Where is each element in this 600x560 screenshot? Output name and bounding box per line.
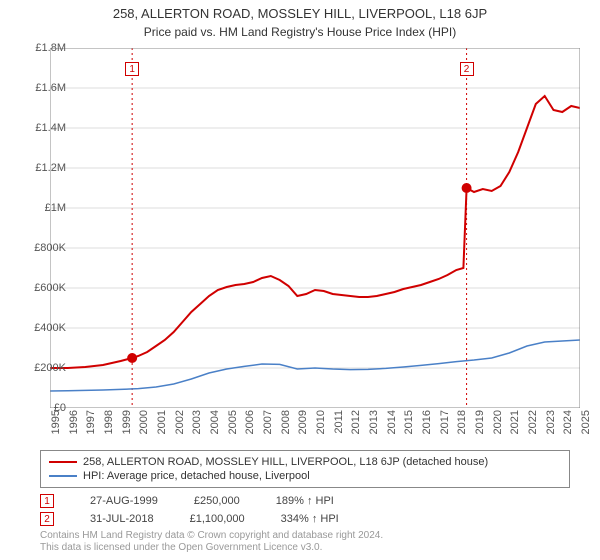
- sale-marker-box: 2: [460, 62, 474, 76]
- y-tick-label: £800K: [34, 242, 66, 254]
- footer-text: Contains HM Land Registry data © Crown c…: [40, 530, 383, 554]
- x-tick-label: 2015: [403, 410, 415, 434]
- x-tick-label: 2009: [297, 410, 309, 434]
- x-tick-label: 2017: [439, 410, 451, 434]
- sale-marker-box: 1: [125, 62, 139, 76]
- chart-svg: [50, 48, 580, 408]
- x-tick-label: 1998: [103, 410, 115, 434]
- y-tick-label: £1.8M: [35, 42, 66, 54]
- sale-row: 2 31-JUL-2018 £1,100,000 334% ↑ HPI: [40, 510, 339, 528]
- chart-title: 258, ALLERTON ROAD, MOSSLEY HILL, LIVERP…: [0, 6, 600, 21]
- x-tick-label: 2003: [191, 410, 203, 434]
- x-tick-label: 2019: [474, 410, 486, 434]
- x-tick-label: 2014: [386, 410, 398, 434]
- x-tick-label: 2022: [527, 410, 539, 434]
- legend-item: HPI: Average price, detached house, Live…: [49, 469, 561, 483]
- x-tick-label: 2012: [350, 410, 362, 434]
- x-tick-label: 2021: [509, 410, 521, 434]
- y-tick-label: £1.6M: [35, 82, 66, 94]
- x-tick-label: 2004: [209, 410, 221, 434]
- x-tick-label: 2006: [244, 410, 256, 434]
- chart-container: 258, ALLERTON ROAD, MOSSLEY HILL, LIVERP…: [0, 0, 600, 560]
- legend-box: 258, ALLERTON ROAD, MOSSLEY HILL, LIVERP…: [40, 450, 570, 488]
- x-tick-label: 2024: [562, 410, 574, 434]
- title-block: 258, ALLERTON ROAD, MOSSLEY HILL, LIVERP…: [0, 0, 600, 39]
- sale-price: £250,000: [194, 495, 240, 507]
- y-tick-label: £1.2M: [35, 162, 66, 174]
- x-tick-label: 1996: [68, 410, 80, 434]
- x-tick-label: 2018: [456, 410, 468, 434]
- legend-label: HPI: Average price, detached house, Live…: [83, 470, 310, 482]
- x-tick-label: 1997: [85, 410, 97, 434]
- sale-delta: 334% ↑ HPI: [281, 513, 339, 525]
- sale-marker-icon: 2: [40, 512, 54, 526]
- legend-swatch: [49, 475, 77, 477]
- sale-row: 1 27-AUG-1999 £250,000 189% ↑ HPI: [40, 492, 339, 510]
- x-tick-label: 2008: [280, 410, 292, 434]
- x-tick-label: 2016: [421, 410, 433, 434]
- x-tick-label: 2025: [580, 410, 592, 434]
- x-tick-label: 2002: [174, 410, 186, 434]
- y-tick-label: £200K: [34, 362, 66, 374]
- y-tick-label: £1M: [45, 202, 66, 214]
- legend-swatch: [49, 461, 77, 463]
- y-tick-label: £1.4M: [35, 122, 66, 134]
- x-tick-label: 2005: [227, 410, 239, 434]
- x-tick-label: 2023: [545, 410, 557, 434]
- sale-price: £1,100,000: [190, 513, 245, 525]
- x-tick-label: 2007: [262, 410, 274, 434]
- chart-area: [50, 48, 580, 408]
- sale-delta: 189% ↑ HPI: [276, 495, 334, 507]
- sale-marker-icon: 1: [40, 494, 54, 508]
- y-tick-label: £600K: [34, 282, 66, 294]
- x-tick-label: 2020: [492, 410, 504, 434]
- y-tick-label: £400K: [34, 322, 66, 334]
- chart-subtitle: Price paid vs. HM Land Registry's House …: [0, 25, 600, 39]
- sales-table: 1 27-AUG-1999 £250,000 189% ↑ HPI 2 31-J…: [40, 492, 339, 528]
- x-tick-label: 2011: [333, 410, 345, 434]
- x-tick-label: 2013: [368, 410, 380, 434]
- legend-label: 258, ALLERTON ROAD, MOSSLEY HILL, LIVERP…: [83, 456, 488, 468]
- x-tick-label: 1995: [50, 410, 62, 434]
- x-tick-label: 2001: [156, 410, 168, 434]
- x-tick-label: 1999: [121, 410, 133, 434]
- sale-date: 31-JUL-2018: [90, 513, 154, 525]
- x-tick-label: 2000: [138, 410, 150, 434]
- x-tick-label: 2010: [315, 410, 327, 434]
- footer-line: This data is licensed under the Open Gov…: [40, 542, 383, 554]
- footer-line: Contains HM Land Registry data © Crown c…: [40, 530, 383, 542]
- sale-date: 27-AUG-1999: [90, 495, 158, 507]
- legend-item: 258, ALLERTON ROAD, MOSSLEY HILL, LIVERP…: [49, 455, 561, 469]
